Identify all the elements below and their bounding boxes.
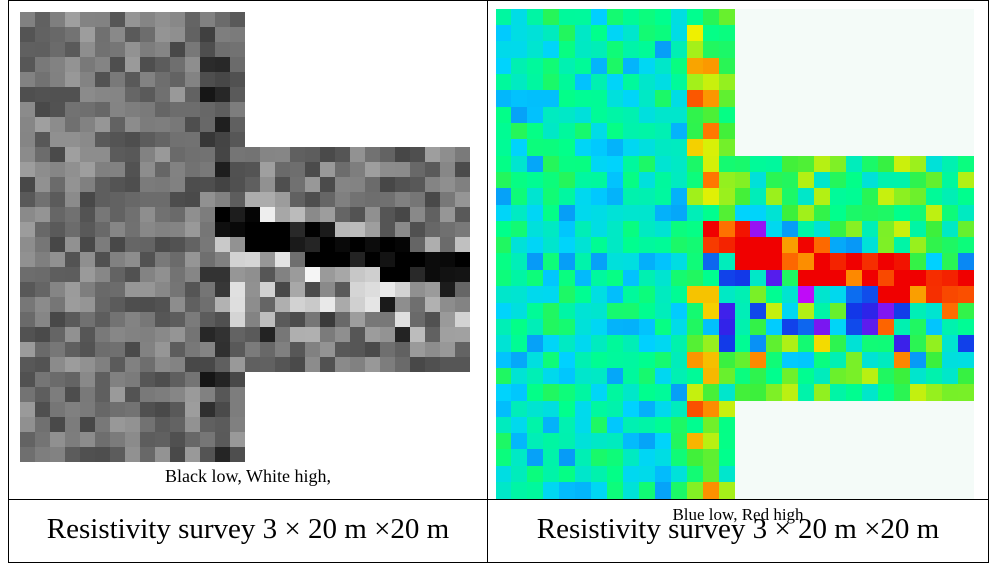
grayscale-legend: Black low, White high, [165,466,331,486]
color-resistivity-map [496,9,974,499]
color-legend: Blue low, Red high [672,505,804,524]
left-image-cell: Black low, White high, [8,0,488,500]
right-image-cell: Blue low, Red high [487,0,989,524]
left-caption: Resistivity survey 3 × 20 m ×20 m [8,499,488,563]
figure-table: Black low, White high, Blue low, Red hig… [8,0,989,563]
grayscale-resistivity-map [20,12,470,462]
right-caption: Resistivity survey 3 × 20 m ×20 m [487,499,989,563]
